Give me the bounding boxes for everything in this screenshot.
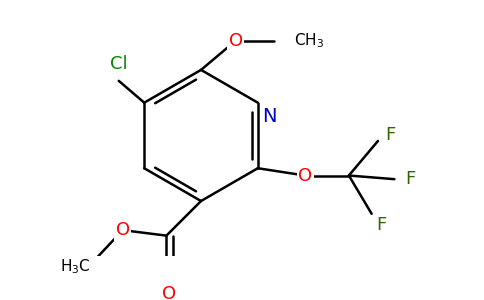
Text: F: F	[405, 170, 416, 188]
Text: O: O	[116, 221, 130, 239]
Text: CH$_3$: CH$_3$	[294, 32, 324, 50]
Text: O: O	[162, 285, 176, 300]
Text: O: O	[298, 167, 312, 184]
Text: O: O	[228, 32, 242, 50]
Text: F: F	[385, 127, 395, 145]
Text: Cl: Cl	[110, 56, 128, 74]
Text: N: N	[262, 107, 277, 126]
Text: F: F	[376, 216, 386, 234]
Text: H$_3$C: H$_3$C	[60, 257, 91, 276]
